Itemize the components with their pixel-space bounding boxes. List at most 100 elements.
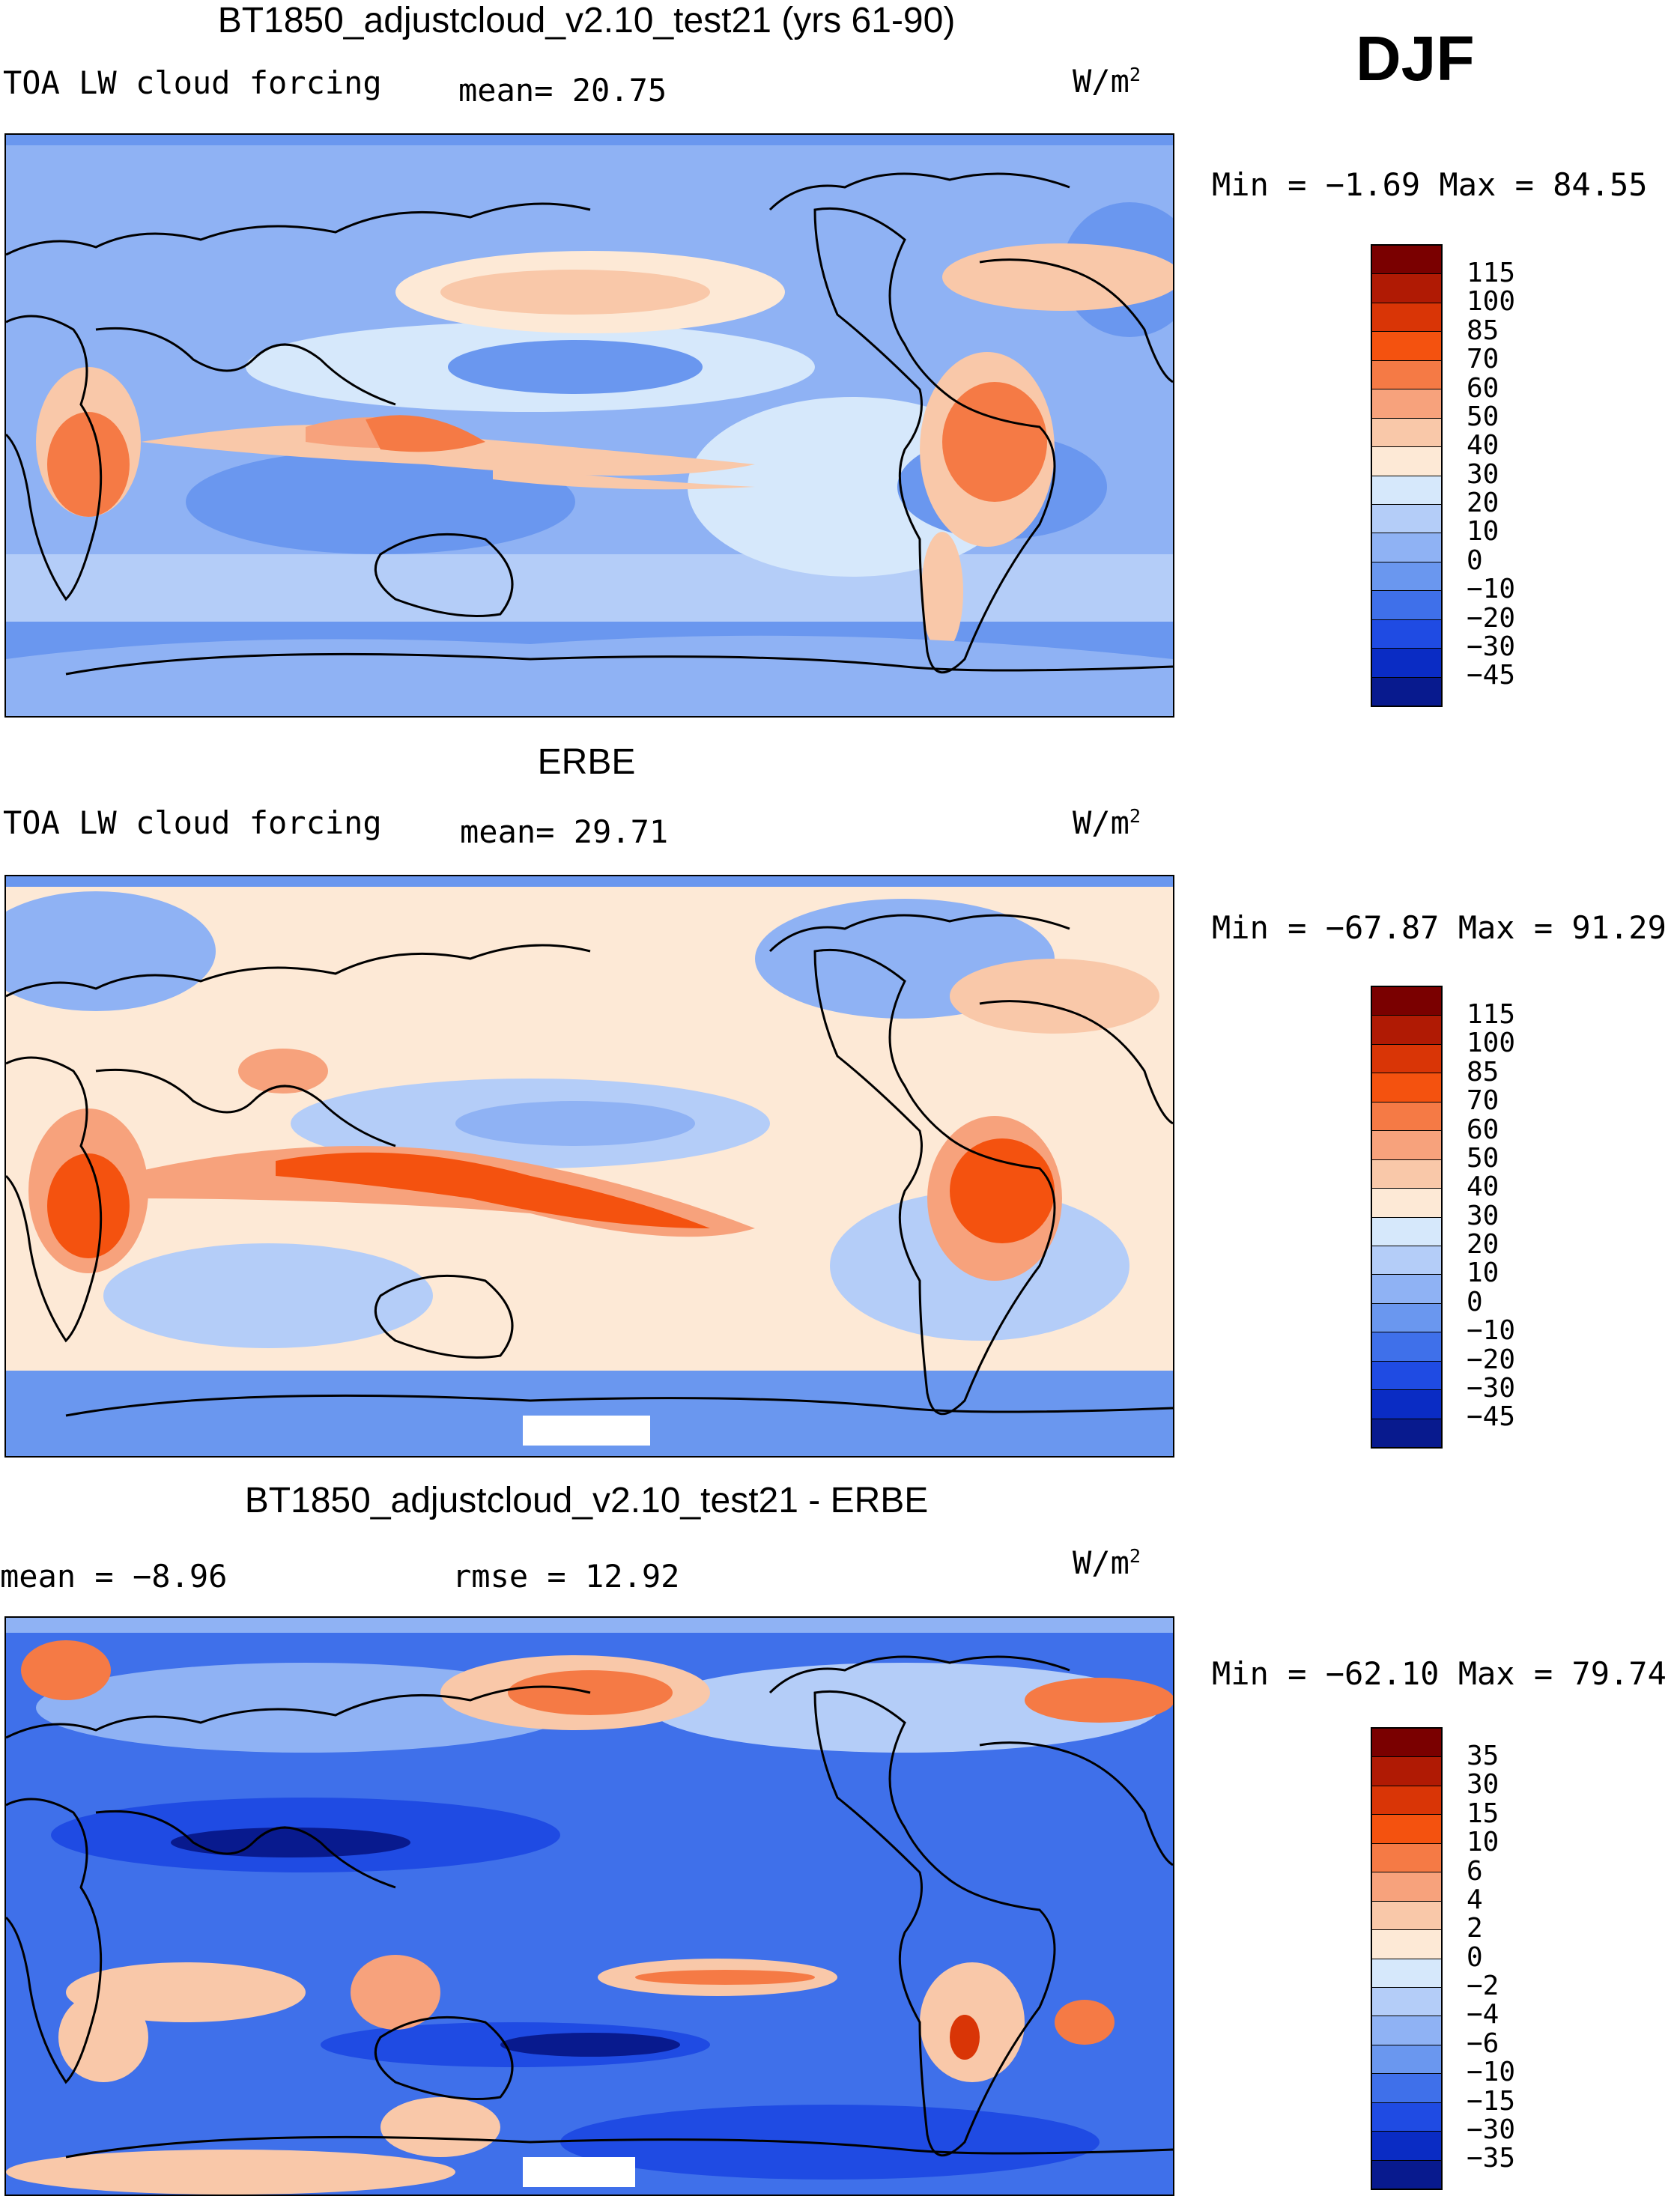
- panel-diff-minmax: Min = −62.10 Max = 79.74: [1212, 1655, 1667, 1692]
- colorbar-swatch: [1372, 1419, 1441, 1447]
- colorbar-tick-label: −15: [1467, 2085, 1516, 2117]
- colorbar-swatch: [1372, 1843, 1441, 1873]
- panel-model-map: [4, 133, 1174, 718]
- colorbar-swatch: [1372, 1044, 1441, 1074]
- panel-diff-units: W/m2: [1073, 1544, 1141, 1581]
- panel-model-colorbar: [1371, 244, 1443, 707]
- colorbar-swatch: [1372, 1757, 1441, 1786]
- colorbar-swatch: [1372, 1930, 1441, 1959]
- colorbar-swatch: [1372, 2016, 1441, 2045]
- colorbar-swatch: [1372, 1246, 1441, 1276]
- panel-obs-variable-label: TOA LW cloud forcing: [3, 804, 382, 841]
- panel-model-units: W/m2: [1073, 63, 1141, 100]
- colorbar-swatch: [1372, 2045, 1441, 2075]
- colorbar-tick-label: 2: [1467, 1913, 1483, 1944]
- colorbar-swatch: [1372, 2102, 1441, 2132]
- colorbar-tick-label: −4: [1467, 1999, 1499, 2030]
- colorbar-tick-label: 0: [1467, 545, 1483, 576]
- colorbar-tick-label: 60: [1467, 372, 1499, 404]
- colorbar-tick-label: 6: [1467, 1855, 1483, 1887]
- colorbar-swatch: [1372, 504, 1441, 534]
- colorbar-swatch: [1372, 1303, 1441, 1333]
- colorbar-tick-label: −10: [1467, 1315, 1516, 1347]
- colorbar-tick-label: 85: [1467, 1056, 1499, 1088]
- panel-model-variable-label: TOA LW cloud forcing: [3, 64, 382, 101]
- colorbar-tick-label: 100: [1467, 1028, 1516, 1059]
- panel-model-field: [6, 135, 1173, 716]
- colorbar-tick-label: 40: [1467, 430, 1499, 461]
- colorbar-swatch: [1372, 987, 1441, 1016]
- panel-diff-title: BT1850_adjustcloud_v2.10_test21 - ERBE: [244, 1481, 929, 1520]
- colorbar-tick-label: 0: [1467, 1286, 1483, 1317]
- panel-obs-units: W/m2: [1073, 804, 1141, 841]
- colorbar-tick-label: 40: [1467, 1171, 1499, 1203]
- colorbar-tick-label: 20: [1467, 1229, 1499, 1260]
- colorbar-swatch: [1372, 1189, 1441, 1218]
- colorbar-tick-label: −30: [1467, 1372, 1516, 1404]
- colorbar-tick-label: 115: [1467, 999, 1516, 1030]
- colorbar-swatch: [1372, 2160, 1441, 2189]
- colorbar-swatch: [1372, 476, 1441, 505]
- colorbar-swatch: [1372, 591, 1441, 620]
- colorbar-tick-label: −6: [1467, 2027, 1499, 2059]
- colorbar-tick-label: −20: [1467, 602, 1516, 634]
- colorbar-tick-label: 100: [1467, 286, 1516, 318]
- colorbar-swatch: [1372, 1275, 1441, 1304]
- colorbar-tick-label: −2: [1467, 1971, 1499, 2001]
- colorbar-swatch: [1372, 1073, 1441, 1102]
- colorbar-swatch: [1372, 274, 1441, 303]
- colorbar-swatch: [1372, 562, 1441, 592]
- colorbar-swatch: [1372, 418, 1441, 448]
- colorbar-swatch: [1372, 1901, 1441, 1931]
- panel-diff-colorbar: [1371, 1727, 1443, 2190]
- colorbar-tick-label: 85: [1467, 315, 1499, 346]
- colorbar-tick-label: 60: [1467, 1114, 1499, 1145]
- colorbar-swatch: [1372, 1729, 1441, 1758]
- colorbar-swatch: [1372, 2132, 1441, 2161]
- colorbar-swatch: [1372, 1332, 1441, 1362]
- colorbar-tick-label: −10: [1467, 574, 1516, 605]
- panel-model-title: BT1850_adjustcloud_v2.10_test21 (yrs 61-…: [217, 1, 956, 40]
- colorbar-tick-label: −30: [1467, 2114, 1516, 2145]
- colorbar-tick-label: −20: [1467, 1344, 1516, 1375]
- colorbar-swatch: [1372, 1361, 1441, 1391]
- colorbar-swatch: [1372, 1159, 1441, 1189]
- colorbar-tick-label: 15: [1467, 1798, 1499, 1829]
- colorbar-swatch: [1372, 533, 1441, 562]
- colorbar-swatch: [1372, 332, 1441, 361]
- colorbar-tick-label: −45: [1467, 1401, 1516, 1433]
- colorbar-tick-label: −35: [1467, 2143, 1516, 2174]
- panel-obs-mean-label: mean= 29.71: [460, 813, 669, 850]
- colorbar-tick-label: 10: [1467, 1827, 1499, 1858]
- panel-diff-mean-label: mean = −8.96: [0, 1558, 228, 1595]
- colorbar-tick-label: 30: [1467, 1200, 1499, 1231]
- panel-diff-rmse-label: rmse = 12.92: [452, 1558, 680, 1595]
- colorbar-swatch: [1372, 1872, 1441, 1902]
- colorbar-tick-label: −45: [1467, 660, 1516, 691]
- colorbar-tick-label: 115: [1467, 258, 1516, 288]
- colorbar-swatch: [1372, 2074, 1441, 2103]
- panel-obs-title: ERBE: [537, 742, 636, 782]
- colorbar-tick-label: 4: [1467, 1884, 1483, 1915]
- colorbar-tick-label: 0: [1467, 1941, 1483, 1973]
- colorbar-tick-label: 70: [1467, 344, 1499, 375]
- panel-obs-map: [4, 875, 1174, 1458]
- colorbar-tick-label: 70: [1467, 1085, 1499, 1117]
- colorbar-swatch: [1372, 447, 1441, 476]
- colorbar-swatch: [1372, 619, 1441, 649]
- colorbar-swatch: [1372, 1786, 1441, 1816]
- colorbar-tick-label: 50: [1467, 401, 1499, 432]
- colorbar-tick-label: 10: [1467, 516, 1499, 548]
- colorbar-swatch: [1372, 360, 1441, 390]
- colorbar-swatch: [1372, 1390, 1441, 1419]
- colorbar-tick-label: 10: [1467, 1258, 1499, 1289]
- colorbar-tick-label: 50: [1467, 1142, 1499, 1174]
- colorbar-swatch: [1372, 649, 1441, 678]
- panel-diff-field: [6, 1618, 1173, 2195]
- panel-model-mean-label: mean= 20.75: [458, 72, 667, 109]
- panel-diff-map: [4, 1616, 1174, 2196]
- colorbar-swatch: [1372, 1102, 1441, 1132]
- colorbar-tick-label: 20: [1467, 488, 1499, 518]
- colorbar-swatch: [1372, 1987, 1441, 2017]
- colorbar-swatch: [1372, 1016, 1441, 1045]
